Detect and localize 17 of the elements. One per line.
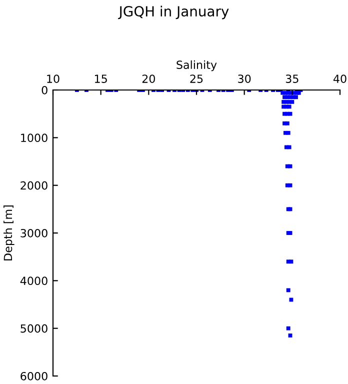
x-tick-label: 20 [142,74,155,83]
x-tick-label: 40 [333,74,346,83]
y-tick-label: 6000 [20,372,48,380]
y-tick-label: 3000 [20,228,48,238]
y-tick-label: 0 [42,86,48,94]
x-tick-label: 25 [190,74,203,83]
y-axis-title: Depth [m] [4,206,14,260]
y-tick-label: 2000 [20,181,48,190]
x-tick-label: 10 [47,74,60,83]
x-tick-label: 15 [94,74,107,83]
y-tick-label: 5000 [20,324,48,333]
chart-title: JGQH in January [118,6,229,20]
x-tick-label: 30 [238,74,251,83]
x-axis-title: Salinity [176,60,217,72]
x-tick-label: 35 [286,74,298,83]
y-tick-label: 4000 [20,276,48,286]
y-tick-label: 1000 [21,134,48,142]
